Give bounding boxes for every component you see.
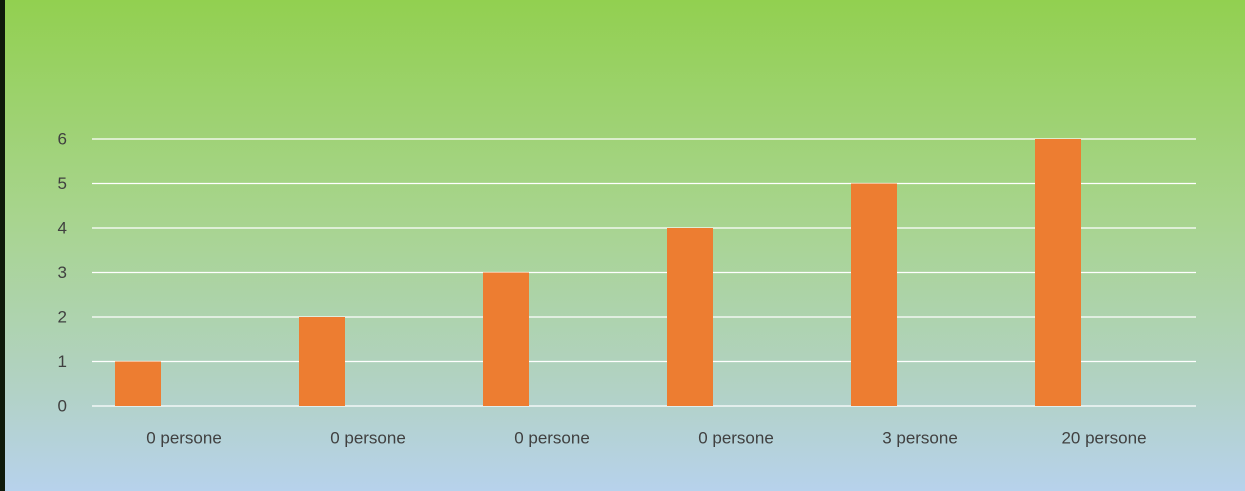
y-tick-label: 2 xyxy=(58,308,67,327)
x-tick-label: 3 persone xyxy=(882,429,958,448)
y-tick-label: 3 xyxy=(58,263,67,282)
bar xyxy=(1035,139,1081,406)
x-tick-label: 0 persone xyxy=(514,429,590,448)
bar xyxy=(299,317,345,406)
y-tick-label: 0 xyxy=(58,397,67,416)
x-tick-label: 0 persone xyxy=(330,429,406,448)
x-tick-label: 0 persone xyxy=(146,429,222,448)
y-tick-label: 6 xyxy=(58,130,67,149)
bars xyxy=(115,139,1081,406)
y-tick-label: 5 xyxy=(58,174,67,193)
bar xyxy=(667,228,713,406)
y-tick-label: 1 xyxy=(58,352,67,371)
bar xyxy=(115,361,161,406)
gridlines xyxy=(92,138,1196,407)
y-axis-tick-labels: 0 1 2 3 4 5 6 xyxy=(58,130,67,416)
bar xyxy=(851,183,897,406)
y-tick-label: 4 xyxy=(58,219,67,238)
x-axis-tick-labels: 0 persone 0 persone 0 persone 0 persone 3 pe… xyxy=(146,429,1146,448)
x-tick-label: 0 persone xyxy=(698,429,774,448)
x-tick-label: 20 persone xyxy=(1061,429,1146,448)
bar xyxy=(483,272,529,406)
